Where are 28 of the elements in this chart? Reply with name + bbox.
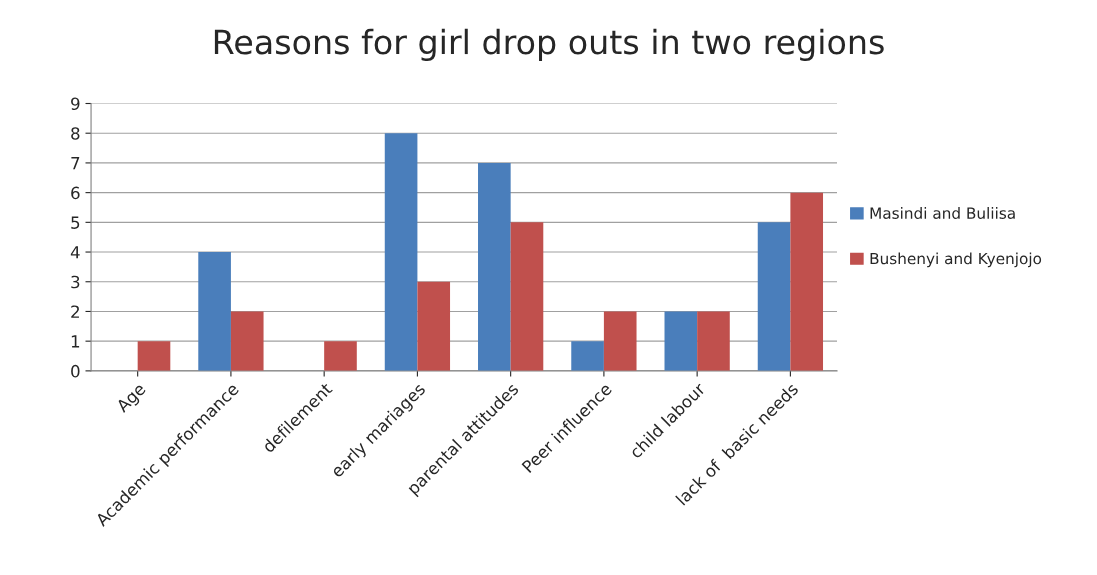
bar: [790, 192, 824, 371]
bar: [603, 311, 637, 371]
bar: [417, 281, 451, 371]
bar: [137, 341, 171, 371]
bar: [664, 311, 698, 371]
y-tick-label: 1: [71, 335, 80, 348]
bar: [198, 252, 231, 371]
y-tick-label: 6: [71, 186, 80, 200]
y-tick-label: 4: [70, 246, 80, 259]
y-tick-label: 8: [71, 127, 80, 140]
y-tick-label: 9: [71, 97, 80, 111]
bar: [697, 311, 730, 371]
chart-title: Reasons for girl drop outs in two regions: [214, 28, 884, 62]
x-tick-label: Age: [115, 382, 149, 416]
y-tick-label: 5: [71, 216, 80, 229]
bar: [478, 162, 511, 371]
bar: [757, 222, 791, 371]
y-tick-label: 7: [71, 157, 80, 170]
legend-label: Masindi and Buliisa: [870, 207, 1015, 219]
bar: [324, 341, 357, 371]
bar: [510, 222, 544, 371]
bar: [571, 341, 604, 371]
y-tick-label: 3: [71, 275, 80, 289]
y-tick-label: 2: [71, 305, 79, 318]
bar: [230, 311, 264, 371]
y-tick-label: 0: [71, 364, 80, 378]
legend-label: Bushenyi and Kyenjojo: [870, 252, 1042, 268]
bar: [384, 133, 418, 371]
